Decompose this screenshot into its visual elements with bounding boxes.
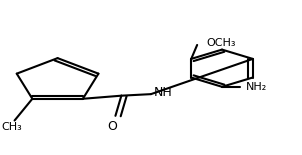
Text: NH: NH — [154, 86, 173, 99]
Text: OCH₃: OCH₃ — [206, 38, 236, 48]
Text: CH₃: CH₃ — [1, 122, 22, 132]
Text: O: O — [108, 120, 117, 133]
Text: NH₂: NH₂ — [246, 82, 267, 92]
